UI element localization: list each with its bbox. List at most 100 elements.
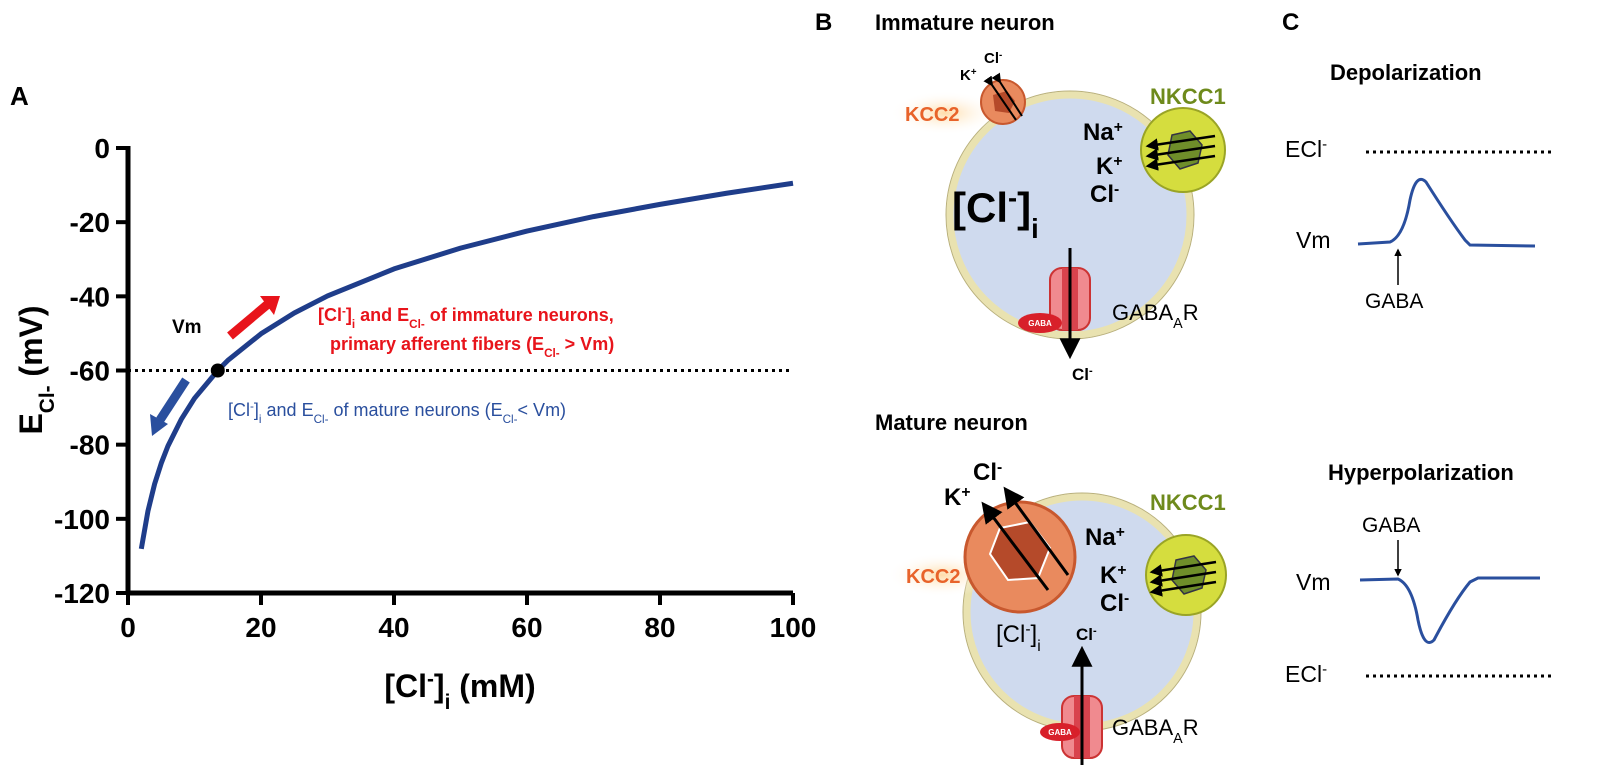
ion: Na+ — [1083, 119, 1123, 147]
x-label-part: ] — [434, 668, 445, 704]
cell-title: Mature neuron — [875, 410, 1028, 435]
ion: Cl- — [1090, 181, 1119, 209]
t: + — [961, 484, 970, 501]
t: K — [1100, 562, 1118, 589]
annotation-line: [Cl-]i and ECl- of mature neurons (ECl-<… — [228, 400, 566, 426]
t: Cl- — [503, 413, 518, 426]
glow — [890, 91, 1000, 135]
panel-a: A ECl- (mV) [Cl-]i (mM) Vm [Cl-]i and EC… — [10, 81, 816, 714]
t: + — [971, 67, 977, 78]
nkcc1-label: NKCC1 — [1150, 490, 1226, 515]
t: primary afferent fibers (E — [330, 334, 544, 354]
gaba-label: GABA — [1028, 319, 1052, 328]
ecl-label: ECl- — [1285, 661, 1327, 688]
ion: Cl- — [984, 50, 1002, 68]
kcc2-label: KCC2 — [905, 104, 959, 126]
t: [Cl — [952, 184, 1008, 231]
t: - — [342, 305, 346, 318]
t: A — [1173, 316, 1183, 332]
t: - — [1093, 625, 1097, 637]
y-tick-label: -60 — [70, 356, 110, 387]
ion: K+ — [1100, 562, 1126, 590]
t: Na — [1085, 524, 1116, 551]
cl-inside: [Cl-]i — [952, 182, 1039, 244]
t: - — [1114, 181, 1119, 198]
y-tick-label: -80 — [70, 430, 110, 461]
t: Cl — [1100, 590, 1124, 617]
vm-point — [210, 363, 225, 378]
cl-flux-label: Cl- — [1072, 365, 1093, 384]
t: of mature neurons (E — [329, 400, 503, 420]
x-tick-label: 0 — [120, 612, 136, 643]
t: < Vm) — [518, 400, 567, 420]
t: Cl — [1090, 181, 1114, 208]
t: Cl- — [544, 347, 560, 360]
y-label-sub: Cl- — [36, 385, 59, 413]
t: - — [250, 400, 254, 413]
gaba-molecule — [1018, 313, 1062, 333]
nkcc1-arrows — [1145, 134, 1216, 171]
arrow-down — [156, 377, 190, 423]
ion: Na+ — [1085, 524, 1125, 552]
annotation-immature: [Cl-]i and ECl- of immature neurons, pri… — [318, 305, 614, 360]
receptor-label: GABAAR — [1112, 300, 1199, 332]
t: ECl — [1285, 136, 1322, 162]
y-axis-label: ECl- (mV) — [13, 305, 59, 434]
annotation-line: primary afferent fibers (ECl- > Vm) — [330, 334, 614, 360]
t: ] — [1031, 621, 1038, 648]
arrow-up — [227, 300, 271, 340]
t: Cl — [1076, 625, 1093, 644]
cl-inside: [Cl-]i — [996, 621, 1041, 655]
t: A — [1173, 731, 1183, 747]
t: R — [1183, 300, 1199, 325]
t: K — [960, 67, 971, 84]
kcc2-arrow — [983, 75, 1017, 121]
gaba-label: GABA — [1365, 290, 1423, 313]
t: and E — [262, 400, 314, 420]
t: + — [1113, 153, 1122, 170]
arrow-head — [260, 296, 280, 315]
kcc2-label: KCC2 — [906, 566, 960, 588]
y-label-part: (mV) — [13, 305, 49, 385]
t: i — [259, 413, 262, 426]
x-label-sup: - — [427, 668, 434, 691]
nkcc1-arrows — [1149, 560, 1217, 597]
t: Cl- — [314, 413, 329, 426]
t: - — [1089, 365, 1093, 377]
cl-flux-label: Cl- — [1076, 625, 1097, 644]
trace-title: Depolarization — [1330, 60, 1482, 85]
t: GABA — [1112, 715, 1173, 740]
t: [Cl — [996, 621, 1025, 648]
annotation-line: [Cl-]i and ECl- of immature neurons, — [318, 305, 614, 331]
trace-title: Hyperpolarization — [1328, 460, 1514, 485]
y-label-part: E — [13, 413, 49, 434]
t: GABA — [1112, 300, 1173, 325]
panel-label: C — [1282, 9, 1299, 36]
x-tick-label: 40 — [378, 612, 409, 643]
y-tick-label: -100 — [54, 504, 110, 535]
ion: K+ — [960, 67, 977, 85]
vm-label: Vm — [1296, 227, 1331, 253]
receptor-label: GABAAR — [1112, 715, 1199, 747]
y-tick-label: -40 — [70, 281, 110, 312]
x-label-part: (mM) — [450, 668, 535, 704]
x-tick-label: 60 — [511, 612, 542, 643]
cell-title: Immature neuron — [875, 10, 1055, 35]
ecl-label: ECl- — [1285, 136, 1327, 163]
vm-label: Vm — [1296, 569, 1331, 595]
x-tick-label: 20 — [245, 612, 276, 643]
panel-label: A — [10, 81, 29, 111]
kcc2-arrow — [991, 72, 1023, 117]
ion: K+ — [1096, 153, 1122, 181]
x-tick-label: 100 — [770, 612, 817, 643]
kcc2-arrow — [981, 501, 1050, 591]
curve — [138, 180, 794, 550]
arrow-head — [150, 414, 168, 436]
annotation-mature: [Cl-]i and ECl- of mature neurons (ECl-<… — [228, 400, 566, 426]
t: Cl — [973, 459, 997, 486]
panel-b: B Immature neuron KCC2 K+ Cl- NKCC1 Na+ … — [815, 9, 1227, 765]
t: [Cl — [228, 400, 250, 420]
t: Cl- — [409, 318, 425, 331]
t: Cl — [1072, 365, 1089, 384]
nkcc1-label: NKCC1 — [1150, 84, 1226, 109]
